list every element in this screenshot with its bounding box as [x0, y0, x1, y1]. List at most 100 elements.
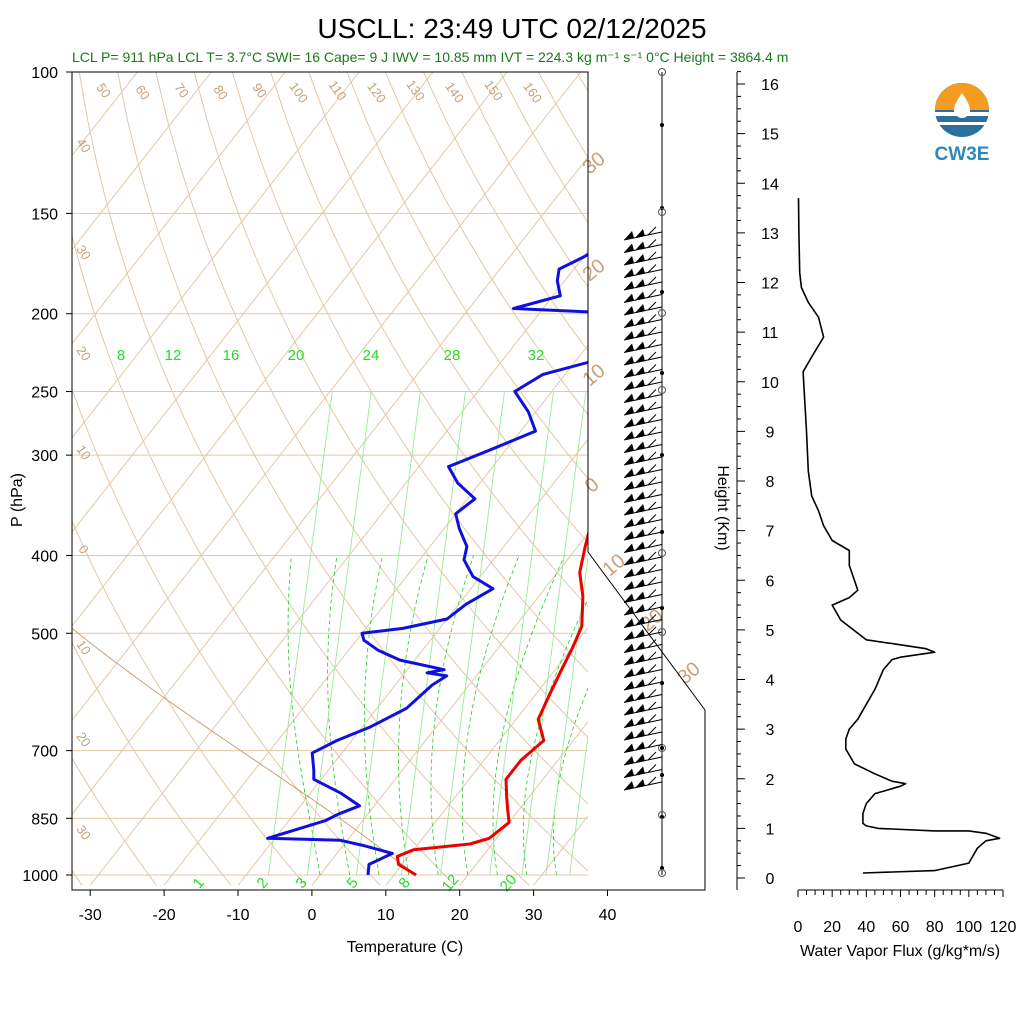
isotherm-line	[72, 72, 360, 439]
wind-barb-flag	[635, 529, 645, 538]
moist-adiabat-line	[430, 555, 474, 876]
wind-barb-feather	[647, 514, 657, 523]
y-tick-label: 300	[31, 448, 58, 465]
height-tick-label: 10	[761, 375, 779, 392]
wind-barb-flag	[624, 318, 634, 328]
x-tick-label: 10	[377, 907, 395, 924]
wind-barb-feather	[647, 464, 657, 473]
isotherm-line	[608, 72, 1024, 885]
isotherm-label: 20	[73, 343, 94, 363]
moist-adiabat-line	[552, 687, 588, 876]
height-tick-label: 11	[762, 325, 779, 342]
wind-barb-flag	[635, 516, 645, 526]
dry-adiabat-line	[72, 520, 306, 886]
mixing-ratio-label: 20	[288, 347, 305, 364]
isotherm-line	[533, 815, 588, 886]
dry-adiabat-label: 60	[132, 82, 153, 102]
height-tick-label: 2	[766, 772, 775, 789]
wind-barb-flag	[624, 331, 634, 340]
wind-dot	[660, 453, 664, 457]
isotherm-label: 30	[73, 822, 94, 842]
dry-adiabat-line	[270, 72, 588, 608]
flux-tick-label: 20	[823, 919, 841, 936]
wind-barb-feather	[647, 314, 657, 323]
mixing-ratio-label: 8	[117, 347, 125, 364]
page-title: USCLL: 23:49 UTC 02/12/2025	[317, 13, 706, 44]
wind-barb-flag	[624, 481, 634, 490]
mixing-ratio-label: 24	[363, 347, 380, 364]
wind-barb-flag	[635, 354, 645, 363]
wind-barb-flag	[635, 404, 645, 413]
x-tick-label: -10	[226, 907, 249, 924]
wind-barb-flag	[624, 356, 634, 365]
wind-barb-flag	[624, 506, 634, 515]
wind-barb-flag	[635, 666, 645, 676]
calm-wind-icon	[658, 628, 666, 636]
height-tick-label: 3	[766, 722, 775, 739]
sounding-indices: LCL P= 911 hPa LCL T= 3.7°C SWI= 16 Cape…	[72, 49, 788, 65]
wind-barb-feather	[647, 239, 657, 248]
wind-barb-flag	[624, 456, 634, 465]
wind-barb-feather	[647, 564, 657, 573]
isotherm-line	[237, 438, 588, 886]
wind-barb-feather	[647, 701, 657, 711]
dry-adiabat-line	[72, 233, 455, 886]
wind-barb-flag	[635, 254, 645, 263]
flux-x-axis-label: Water Vapor Flux (g/kg*m/s)	[800, 943, 1000, 960]
calm-wind-icon	[658, 869, 666, 877]
wind-barb-feather	[647, 451, 657, 461]
wind-barb-flag	[624, 268, 634, 278]
wind-dot	[660, 681, 664, 685]
wind-barb-flag	[624, 731, 634, 740]
wind-barb-feather	[647, 601, 657, 611]
mixing-ratio-label: 32	[528, 347, 545, 364]
wind-barb-flag	[635, 504, 645, 513]
x-tick-label: 40	[599, 907, 617, 924]
wind-barb-flag	[635, 291, 645, 301]
dry-adiabat-label: 80	[210, 82, 231, 102]
flux-tick-label: 80	[926, 919, 944, 936]
wind-barb-flag	[624, 518, 634, 528]
wind-barb-flag	[624, 443, 634, 453]
wind-barb-flag	[624, 718, 634, 728]
isotherm-label: 30	[73, 242, 94, 262]
wind-barb-feather	[647, 401, 657, 411]
isotherm-line	[89, 250, 588, 886]
skewt-plot-area	[72, 72, 588, 890]
wind-barb-flag	[624, 781, 634, 790]
calm-wind-icon	[658, 68, 666, 76]
mixing-ratio-line	[569, 732, 588, 876]
moist-adiabat-line	[461, 555, 520, 876]
wind-barb-flag	[635, 266, 645, 276]
wind-barb-feather	[647, 489, 657, 498]
mixing-ratio-line	[545, 554, 588, 876]
wind-dot	[660, 746, 664, 750]
y-tick-label: 100	[31, 65, 58, 82]
flux-tick-label: 40	[857, 919, 875, 936]
wind-barb-flag	[624, 706, 634, 715]
wind-barb-flag	[635, 341, 645, 351]
wind-barb-feather	[647, 476, 657, 486]
isotherm-line	[72, 72, 582, 722]
wind-barb-feather	[647, 526, 657, 536]
wind-barb-flag	[635, 691, 645, 701]
height-tick-label: 0	[766, 871, 775, 888]
wind-barbs	[623, 68, 666, 877]
wind-barb-feather	[647, 351, 657, 361]
wind-barb-flag	[624, 281, 634, 290]
wind-barb-flag	[635, 604, 645, 613]
flux-y-axis-label: Height (Km)	[714, 465, 731, 550]
dry-adiabat-line	[384, 72, 588, 416]
wind-barb-flag	[624, 693, 634, 703]
wind-barb-feather	[647, 426, 657, 436]
wind-dot	[660, 606, 664, 610]
wind-barb-feather	[647, 289, 657, 298]
wind-barb-flag	[635, 466, 645, 476]
calm-wind-icon	[658, 386, 666, 394]
wind-barb-flag	[624, 581, 634, 590]
isotherm-label: 40	[73, 135, 94, 155]
wind-barb-flag	[624, 681, 634, 690]
wind-barb-flag	[635, 629, 645, 638]
wind-barb-feather	[647, 776, 657, 786]
